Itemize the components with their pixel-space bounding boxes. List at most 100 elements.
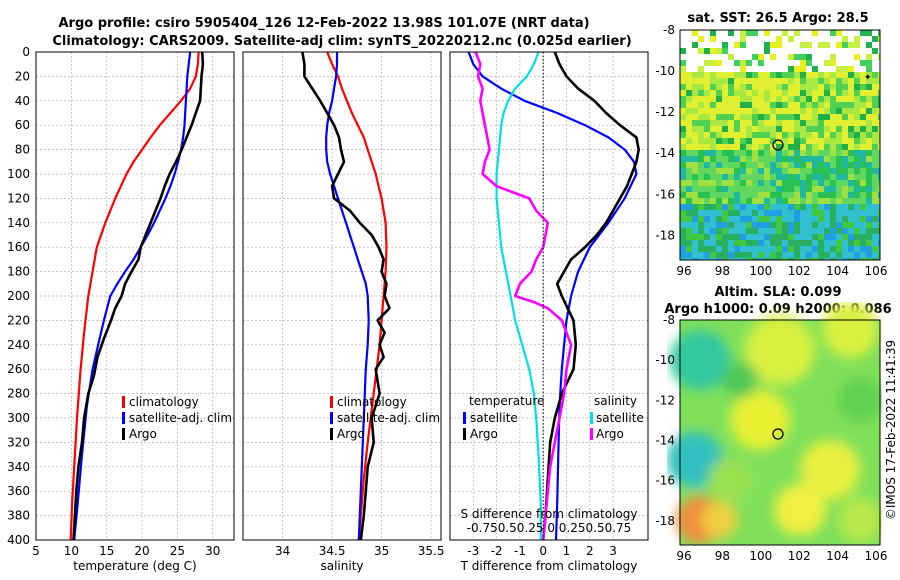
sst-cell — [806, 240, 812, 246]
sst-cell — [740, 126, 746, 132]
sst-cell — [806, 108, 812, 114]
sst-cell — [680, 234, 686, 240]
sst-cell — [716, 228, 722, 234]
sst-cell — [830, 126, 836, 132]
sst-cell — [854, 102, 860, 108]
sst-cell — [740, 84, 746, 90]
sst-cell — [872, 198, 878, 204]
sst-cell — [866, 96, 872, 102]
sst-cell — [836, 240, 842, 246]
sst-cell — [752, 180, 758, 186]
sst-cell — [710, 96, 716, 102]
sst-cell — [704, 246, 710, 252]
sst-cell — [830, 60, 836, 66]
sst-cell — [866, 144, 872, 150]
sst-cell — [710, 240, 716, 246]
sst-cell — [758, 90, 764, 96]
sst-cell — [710, 168, 716, 174]
sst-cell — [812, 132, 818, 138]
sst-cell — [854, 54, 860, 60]
sst-cell — [734, 90, 740, 96]
sst-cell — [776, 150, 782, 156]
sst-cell — [842, 102, 848, 108]
sst-cell — [848, 144, 854, 150]
sst-cell — [794, 72, 800, 78]
sst-cell — [704, 222, 710, 228]
sst-cell — [866, 258, 872, 260]
sst-cell — [854, 228, 860, 234]
sst-cell — [710, 108, 716, 114]
sst-cell — [788, 144, 794, 150]
sst-cell — [710, 156, 716, 162]
sst-cell — [746, 240, 752, 246]
sst-cell — [686, 72, 692, 78]
sst-cell — [722, 126, 728, 132]
sst-cell — [704, 138, 710, 144]
sst-cell — [710, 102, 716, 108]
depth-tick-label: 380 — [7, 509, 30, 523]
sst-cell — [692, 216, 698, 222]
sst-cell — [698, 258, 704, 260]
sst-cell — [782, 84, 788, 90]
sst-cell — [686, 198, 692, 204]
sst-cell — [854, 216, 860, 222]
sst-cell — [812, 240, 818, 246]
sst-cell — [788, 168, 794, 174]
sst-cell — [836, 138, 842, 144]
sst-cell — [698, 78, 704, 84]
sst-cell — [848, 210, 854, 216]
sst-cell — [848, 102, 854, 108]
sst-cell — [872, 108, 878, 114]
sst-cell — [740, 198, 746, 204]
sst-cell — [806, 72, 812, 78]
sst-cell — [752, 144, 758, 150]
sst-cell — [692, 114, 698, 120]
sst-cell — [842, 204, 848, 210]
sst-cell — [818, 234, 824, 240]
sst-cell — [830, 240, 836, 246]
sst-cell — [866, 114, 872, 120]
sst-cell — [872, 240, 878, 246]
sst-cell — [830, 120, 836, 126]
lon-tick-label: 98 — [715, 264, 730, 278]
sst-cell — [830, 84, 836, 90]
sst-cell — [872, 216, 878, 222]
sst-cell — [842, 186, 848, 192]
sst-cell — [758, 60, 764, 66]
sst-cell — [728, 132, 734, 138]
sst-cell — [746, 234, 752, 240]
sst-cell — [734, 240, 740, 246]
sst-cell — [698, 162, 704, 168]
sst-cell — [764, 126, 770, 132]
sst-cell — [800, 66, 806, 72]
sst-cell — [812, 138, 818, 144]
sst-cell — [704, 48, 710, 54]
legend-label-s-satellite: satellite — [596, 411, 644, 425]
sst-cell — [692, 102, 698, 108]
sst-cell — [776, 258, 782, 260]
sst-cell — [842, 198, 848, 204]
sst-cell — [758, 240, 764, 246]
sst-cell — [812, 174, 818, 180]
sst-cell — [770, 132, 776, 138]
lat-tick-label: -8 — [663, 313, 675, 327]
sst-cell — [692, 150, 698, 156]
sst-cell — [872, 102, 878, 108]
sst-cell — [794, 252, 800, 258]
sst-cell — [818, 180, 824, 186]
sst-cell — [728, 30, 734, 36]
sst-cell — [680, 144, 686, 150]
sst-cell — [794, 204, 800, 210]
sst-cell — [788, 126, 794, 132]
sst-cell — [842, 222, 848, 228]
sst-cell — [764, 252, 770, 258]
lon-tick-label: 104 — [826, 549, 849, 563]
sst-cell — [860, 150, 866, 156]
sst-cell — [728, 114, 734, 120]
sst-cell — [686, 90, 692, 96]
sst-cell — [812, 258, 818, 260]
sst-cell — [710, 162, 716, 168]
sst-cell — [824, 138, 830, 144]
sst-cell — [704, 60, 710, 66]
sst-cell — [788, 36, 794, 42]
